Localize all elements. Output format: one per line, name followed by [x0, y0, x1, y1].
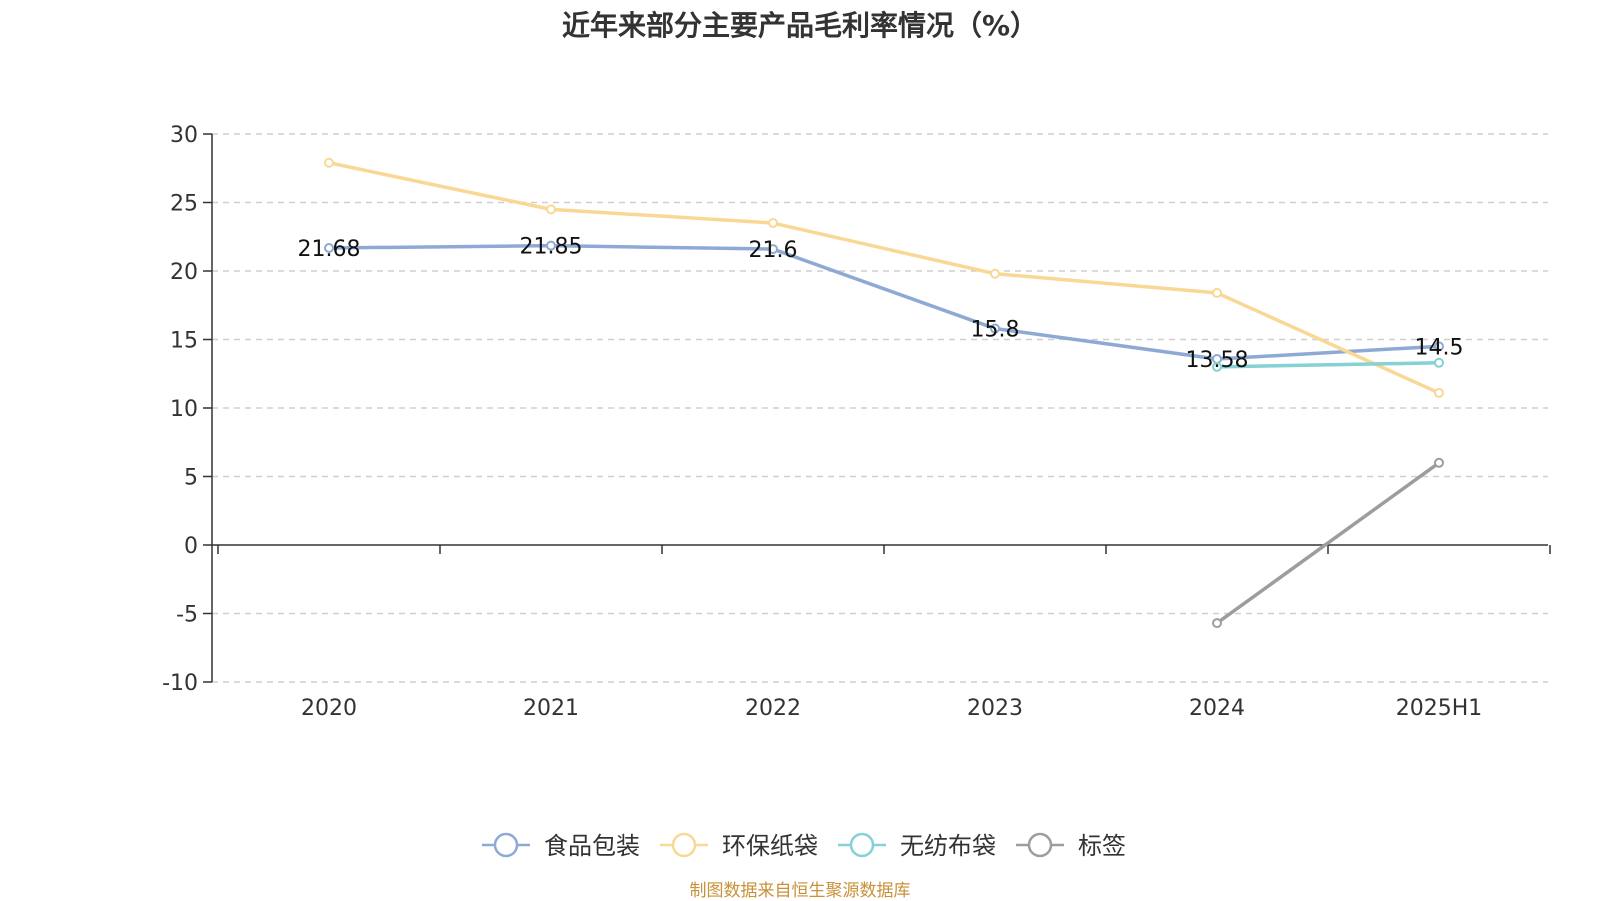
- data-point: [324, 157, 334, 168]
- chart-title: 近年来部分主要产品毛利率情况（%）: [561, 9, 1039, 42]
- axes: 30 25 20 15 10 5 0 -5 -10 2020 2021 2022 2023 2024 202…: [162, 123, 1551, 721]
- data-point: [768, 218, 778, 229]
- source-note: 制图数据来自恒生聚源数据库: [689, 881, 911, 901]
- y-tick-label: 0: [184, 534, 198, 559]
- data-point: [1212, 618, 1222, 629]
- data-point: [1434, 341, 1444, 352]
- grid-lines: [212, 133, 1548, 683]
- series-line: [1215, 461, 1441, 625]
- series-line: [1216, 361, 1440, 369]
- y-tick-label: -10: [162, 671, 198, 696]
- legend-label: 标签: [1078, 832, 1126, 860]
- data-label: 21.68: [298, 237, 361, 262]
- series-lines: [324, 157, 1444, 629]
- x-tick-label: 2025H1: [1396, 696, 1483, 721]
- x-tick-label: 2022: [745, 696, 801, 721]
- y-tick-label: 15: [170, 329, 198, 354]
- x-tick-label: 2020: [301, 696, 357, 721]
- data-label: 13.58: [1186, 348, 1249, 373]
- data-point: [990, 268, 1000, 279]
- data-labels: 21.68 21.85 21.6 15.8 13.58 14.5: [298, 235, 1464, 373]
- legend-circle-icon: [849, 832, 875, 858]
- data-label: 21.85: [520, 235, 583, 260]
- data-point: [1212, 287, 1222, 298]
- legend-circle-icon: [671, 832, 697, 858]
- legend-item[interactable]: 食品包装: [482, 832, 640, 860]
- legend-circle-icon: [493, 832, 519, 858]
- legend-item[interactable]: 无纺布袋: [838, 832, 996, 860]
- data-label: 15.8: [971, 318, 1020, 343]
- data-label: 14.5: [1415, 335, 1464, 360]
- data-point: [990, 323, 1000, 334]
- legend[interactable]: 食品包装 环保纸袋 无纺布袋 标签: [482, 832, 1126, 860]
- data-point: [768, 244, 778, 255]
- data-label: 21.6: [749, 238, 798, 263]
- x-tick-label: 2021: [523, 696, 579, 721]
- y-tick-label: 20: [170, 260, 198, 285]
- x-tick-label: 2023: [967, 696, 1023, 721]
- legend-label: 食品包装: [544, 832, 640, 860]
- series-line: [328, 243, 1440, 361]
- legend-label: 无纺布袋: [900, 832, 996, 860]
- legend-circle-icon: [1027, 832, 1053, 858]
- legend-label: 环保纸袋: [722, 832, 818, 860]
- data-point: [1434, 387, 1444, 398]
- y-tick-label: 5: [184, 466, 198, 491]
- data-point: [1212, 361, 1222, 372]
- y-tick-label: -5: [176, 603, 198, 628]
- data-point: [1434, 457, 1444, 468]
- x-tick-label: 2024: [1189, 696, 1245, 721]
- legend-item[interactable]: 环保纸袋: [660, 832, 818, 860]
- y-tick-label: 25: [170, 192, 198, 217]
- data-point: [324, 242, 334, 253]
- legend-item[interactable]: 标签: [1016, 832, 1126, 860]
- y-tick-label: 10: [170, 397, 198, 422]
- series-line: [328, 161, 1440, 395]
- data-point: [546, 240, 556, 251]
- data-point: [546, 204, 556, 215]
- data-point: [1434, 357, 1444, 368]
- y-tick-label: 30: [170, 123, 198, 148]
